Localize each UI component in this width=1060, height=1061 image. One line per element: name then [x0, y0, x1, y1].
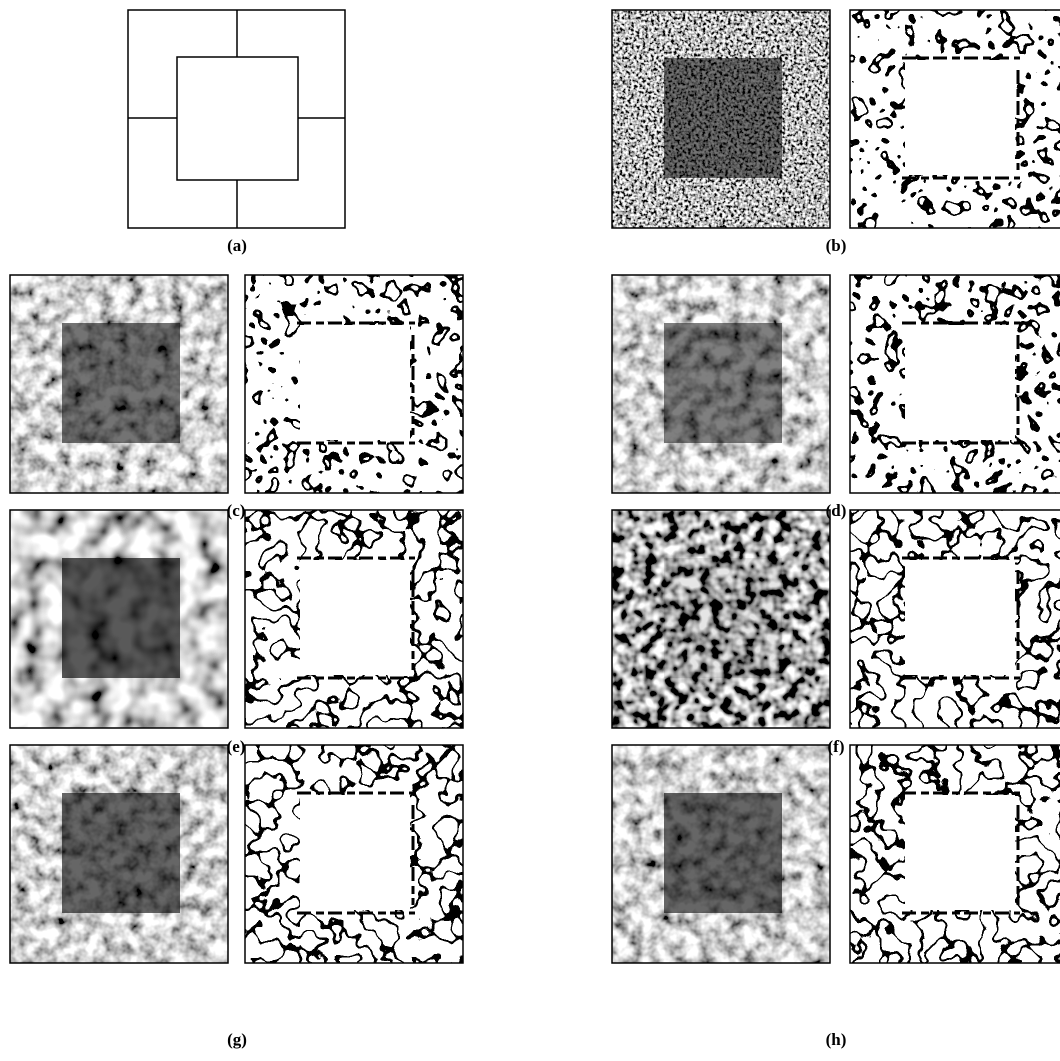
dark-square — [664, 558, 782, 678]
dark-square — [664, 58, 782, 178]
image-binary — [245, 745, 463, 963]
figure: (a) (b) (c) (d) (e) (f) (g) (h) — [0, 0, 1060, 1061]
caption: (a) — [227, 236, 247, 255]
diagram-a — [128, 10, 345, 228]
dark-square — [62, 558, 180, 678]
inner — [905, 795, 1015, 910]
image-binary — [245, 275, 463, 493]
image-gray — [612, 275, 830, 493]
image-binary — [850, 745, 1060, 963]
caption: (f) — [828, 737, 845, 756]
inner — [905, 560, 1015, 675]
image-gray — [10, 745, 228, 963]
inner — [300, 325, 410, 440]
image-binary — [850, 10, 1060, 228]
caption: (b) — [826, 236, 847, 255]
caption: (c) — [227, 501, 246, 520]
inner — [905, 325, 1015, 440]
inner — [905, 60, 1015, 175]
image-gray — [10, 275, 228, 493]
caption: (h) — [826, 1030, 847, 1049]
dark-square — [664, 793, 782, 913]
image-gray — [612, 10, 830, 228]
image-gray — [612, 510, 830, 728]
caption: (e) — [227, 737, 246, 756]
inner — [300, 795, 410, 910]
image-gray — [10, 510, 228, 728]
dark-square — [62, 323, 180, 443]
caption: (d) — [826, 501, 847, 520]
image-binary — [850, 275, 1060, 493]
image-binary — [850, 510, 1060, 728]
caption: (g) — [227, 1030, 247, 1049]
dark-square — [664, 323, 782, 443]
dark-square — [62, 793, 180, 913]
inner — [300, 560, 410, 675]
image-binary — [245, 510, 463, 728]
image-gray — [612, 745, 830, 963]
